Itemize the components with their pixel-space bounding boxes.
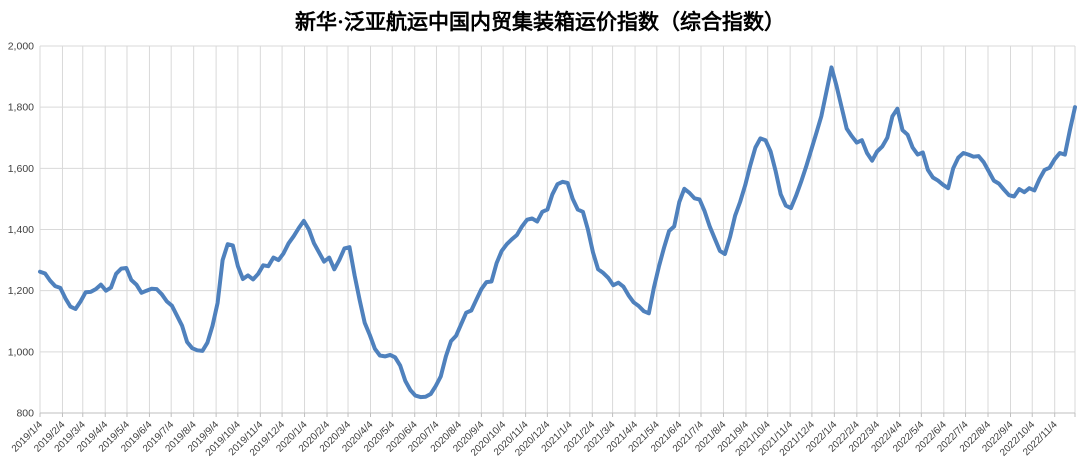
y-axis-label: 2,000 — [8, 41, 34, 53]
y-axis-label: 1,800 — [8, 102, 34, 114]
chart-gridlines — [39, 45, 1076, 413]
y-axis-label: 1,600 — [8, 163, 34, 175]
y-axis-label: 1,400 — [8, 224, 34, 236]
y-axis-label: 1,000 — [8, 346, 34, 358]
y-axis-label: 1,200 — [8, 285, 34, 297]
index-data-line — [38, 65, 1077, 400]
chart-axes — [39, 412, 1076, 417]
chart-series — [38, 65, 1077, 400]
chart-axis-labels: 8001,0001,2001,4001,6001,8002,0002019/1/… — [8, 41, 1060, 459]
chart-title: 新华·泛亚航运中国内贸集装箱运价指数（综合指数） — [295, 10, 785, 34]
y-axis-label: 800 — [16, 408, 34, 420]
